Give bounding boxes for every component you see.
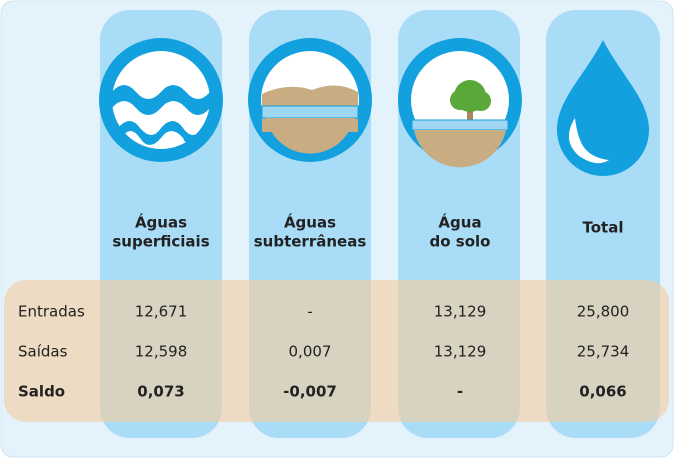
cell-value: 25,734 — [577, 343, 630, 361]
rows-band — [4, 280, 669, 422]
icon-groundwater — [248, 38, 372, 162]
column-header: Águas — [135, 213, 187, 232]
row-label: Saldo — [18, 383, 65, 401]
cell-value: 0,007 — [289, 343, 332, 361]
cell-value: 13,129 — [434, 303, 487, 321]
row-label: Saídas — [18, 343, 68, 361]
cell-value: 12,598 — [135, 343, 188, 361]
cell-value: 25,800 — [577, 303, 630, 321]
column-header: do solo — [430, 233, 491, 251]
column-header: superficiais — [112, 233, 209, 251]
column-header: Águas — [284, 213, 336, 232]
cell-value: 0,066 — [579, 383, 626, 401]
cell-value: -0,007 — [283, 383, 337, 401]
cell-value: - — [307, 303, 312, 321]
cell-value: 0,073 — [137, 383, 184, 401]
column-header: subterrâneas — [254, 233, 367, 251]
column-header: Água — [438, 213, 481, 232]
icon-soil-water — [398, 38, 522, 168]
icon-surface-water — [99, 38, 223, 162]
table: ÁguassuperficiaisÁguassubterrâneasÁguado… — [18, 213, 629, 401]
row-label: Entradas — [18, 303, 85, 321]
cell-value: 12,671 — [135, 303, 188, 321]
icon-drop — [557, 40, 649, 176]
column-header: Total — [583, 219, 624, 237]
cell-value: 13,129 — [434, 343, 487, 361]
cell-value: - — [457, 383, 463, 401]
